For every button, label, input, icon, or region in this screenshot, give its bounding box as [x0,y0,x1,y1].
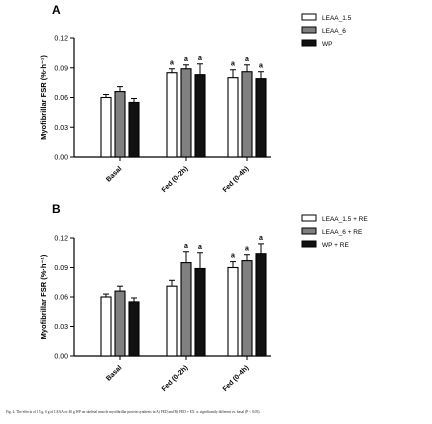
y-tick-label: 0.12 [54,236,68,243]
bar [128,101,140,158]
x-tick-label: Fed (0-2h) [161,364,190,393]
bar [166,72,178,158]
bar [114,290,126,357]
legend-swatch [301,26,317,34]
x-tick-label: Fed (0-4h) [222,165,251,194]
significance-marker: a [231,253,235,260]
y-axis-label: Myofibrillar FSR (%·h⁻¹) [39,55,48,140]
significance-marker: a [259,63,263,70]
panel-label: B [52,202,61,216]
bar [241,71,253,158]
significance-marker: a [170,60,174,67]
y-tick-label: 0.12 [54,36,68,43]
significance-marker: a [231,61,235,68]
significance-marker: a [245,56,249,63]
y-tick-label: 0.06 [54,295,68,302]
bar [114,91,126,158]
legend-swatch [301,214,317,222]
legend-label: WP [322,41,332,48]
significance-marker: a [245,246,249,253]
legend-label: LEAA_1.5 + RE [322,216,368,223]
significance-marker: a [198,55,202,62]
bar [255,253,267,357]
bar [194,74,206,158]
legend-swatch [301,240,317,248]
x-tick-label: Fed (0-4h) [222,364,251,393]
y-tick-label: 0.09 [54,65,68,72]
legend-swatch [301,39,317,47]
legend-swatch [301,227,317,235]
y-tick-label: 0.03 [54,324,68,331]
x-tick-label: Basal [105,364,123,382]
y-tick-label: 0.03 [54,125,68,132]
legend-label: WP + RE [322,242,349,249]
legend-label: LEAA_6 [322,28,346,35]
x-tick-label: Fed (0-2h) [161,165,190,194]
significance-marker: a [259,235,263,242]
bar [227,77,239,158]
y-axis-label: Myofibrillar FSR (%·h⁻¹) [39,254,48,339]
bar [227,266,239,357]
y-tick-label: 0.00 [54,354,68,361]
significance-marker: a [184,56,188,63]
y-tick-label: 0.06 [54,95,68,102]
significance-marker: a [184,243,188,250]
y-tick-label: 0.00 [54,155,68,162]
figure-caption: Fig. 4. The effects of 15 g, 6 g of LEAA… [6,410,261,414]
panel-label: A [52,3,61,17]
x-tick-label: Basal [105,165,123,183]
bar [180,262,192,357]
y-tick-label: 0.09 [54,265,68,272]
bar [100,296,112,357]
legend-label: LEAA_1.5 [322,15,352,22]
bar [100,96,112,158]
bar [255,78,267,158]
bar [166,285,178,357]
legend-label: LEAA_6 + RE [322,229,363,236]
legend-swatch [301,13,317,21]
bar [180,68,192,158]
bar [128,301,140,357]
significance-marker: a [198,244,202,251]
bar [194,267,206,357]
bar [241,260,253,357]
